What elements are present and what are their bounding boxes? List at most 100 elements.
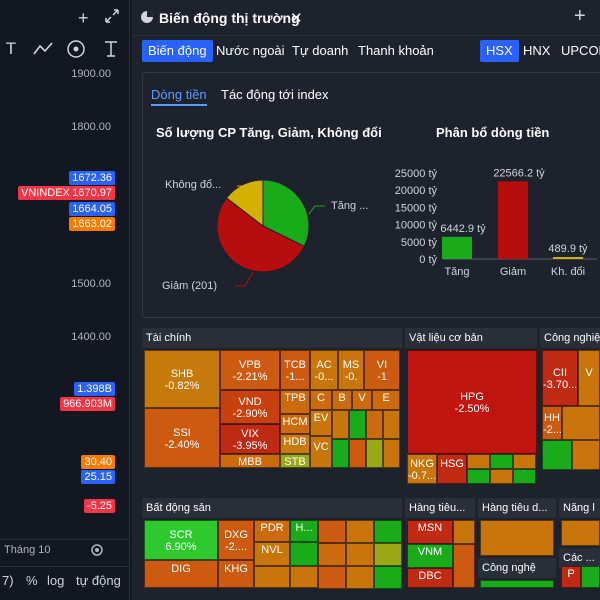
exchange-hnx[interactable]: HNX	[523, 43, 551, 58]
stock-tile[interactable]: DBC	[407, 568, 453, 588]
stock-tile[interactable]: SCR 6.90%	[144, 520, 218, 560]
stock-tile[interactable]: SHB -0.82%	[144, 350, 220, 408]
plus-icon[interactable]: +	[78, 8, 89, 28]
stock-tile[interactable]	[581, 566, 600, 588]
sector-header[interactable]: Công nghiệ	[540, 328, 600, 348]
stock-tile[interactable]: V	[352, 390, 372, 410]
stock-tile[interactable]	[453, 544, 475, 588]
stock-tile[interactable]: VPB -2.21%	[220, 350, 280, 390]
stock-tile[interactable]	[332, 410, 349, 439]
text-tool-icon[interactable]: T	[5, 39, 17, 58]
stock-tile[interactable]: AC -0...	[310, 350, 338, 390]
sector-header[interactable]: Các ...	[559, 548, 600, 568]
stock-tile[interactable]: HSG	[437, 454, 467, 484]
exchange-upcom[interactable]: UPCOM	[561, 43, 600, 58]
stock-tile[interactable]: PDR	[254, 520, 290, 542]
stock-tile[interactable]	[366, 410, 383, 439]
close-icon[interactable]: ✕	[290, 10, 303, 27]
stock-tile[interactable]: VND -2.90%	[220, 390, 280, 424]
anchor-text-icon[interactable]	[100, 38, 122, 60]
stock-tile[interactable]	[318, 543, 346, 566]
sector-header[interactable]: Công nghệ	[478, 558, 556, 578]
stock-tile[interactable]	[467, 469, 490, 484]
tab-tu-doanh[interactable]: Tự doanh	[292, 43, 349, 58]
stock-tile[interactable]	[490, 454, 513, 469]
exchange-hsx[interactable]: HSX	[480, 40, 519, 62]
tab-bien-dong[interactable]: Biến động	[142, 40, 213, 62]
stock-tile[interactable]: TCB -1...	[280, 350, 310, 390]
stock-tile[interactable]	[467, 454, 490, 469]
stock-tile[interactable]: HDB	[280, 434, 310, 454]
settings-icon[interactable]	[90, 543, 104, 557]
stock-tile[interactable]	[366, 439, 383, 468]
stock-tile[interactable]	[572, 440, 600, 470]
stock-tile[interactable]: EV	[310, 410, 332, 436]
stock-tile[interactable]: P	[561, 566, 581, 588]
sector-header[interactable]: Bất động sản	[142, 498, 402, 518]
sector-header[interactable]: Hàng tiêu d...	[478, 498, 556, 518]
tab-thanh-khoan[interactable]: Thanh khoản	[358, 43, 434, 58]
stock-tile[interactable]: H...	[290, 520, 318, 542]
stock-tile[interactable]: SSI -2.40%	[144, 408, 220, 468]
stock-tile[interactable]	[346, 520, 374, 543]
eye-icon[interactable]	[65, 38, 87, 60]
sector-header[interactable]: Hàng tiêu...	[405, 498, 475, 518]
stock-tile[interactable]: DIG	[144, 560, 218, 588]
stock-tile[interactable]	[332, 439, 349, 468]
sector-header[interactable]: Tài chính	[142, 328, 402, 348]
stock-tile[interactable]: HPG -2.50%	[407, 350, 537, 454]
stock-tile[interactable]: VC	[310, 436, 332, 468]
stock-tile[interactable]	[346, 566, 374, 589]
stock-tile[interactable]: DXG -2....	[218, 520, 254, 560]
stock-tile[interactable]	[561, 520, 600, 546]
stock-tile[interactable]	[542, 440, 572, 470]
price-chart-pane[interactable]: + T 1900.00 1800.00 1500.00 1400.00 VNIN…	[0, 0, 130, 600]
trend-line-icon[interactable]	[32, 38, 54, 60]
stock-tile[interactable]	[513, 454, 536, 469]
stock-tile[interactable]	[374, 566, 402, 589]
add-icon[interactable]: +	[574, 5, 586, 27]
stock-tile[interactable]	[480, 580, 554, 588]
stock-tile[interactable]	[254, 566, 290, 588]
stock-tile[interactable]	[290, 542, 318, 566]
stock-tile[interactable]: STB	[280, 454, 310, 468]
stock-tile[interactable]	[349, 410, 366, 439]
stock-tile[interactable]	[562, 406, 600, 440]
stock-tile[interactable]: C	[310, 390, 332, 410]
stock-tile[interactable]	[513, 469, 536, 484]
stock-tile[interactable]	[290, 566, 318, 588]
auto-scale-toggle[interactable]: tự động	[76, 573, 121, 588]
stock-tile[interactable]: V	[578, 350, 600, 406]
stock-tile[interactable]: VI -1	[364, 350, 400, 390]
stock-tile[interactable]	[383, 410, 400, 439]
percent-toggle[interactable]: %	[26, 573, 38, 588]
log-toggle[interactable]: log	[47, 573, 65, 588]
subtab-tac-dong[interactable]: Tác động tới index	[221, 87, 329, 102]
stock-tile[interactable]: E	[372, 390, 400, 410]
stock-tile[interactable]: NVL	[254, 542, 290, 566]
stock-tile[interactable]	[374, 520, 402, 543]
sector-header[interactable]: Năng l	[559, 498, 600, 518]
stock-tile[interactable]: TPB	[280, 390, 310, 414]
stock-tile[interactable]: VIX -3.95%	[220, 424, 280, 454]
stock-tile[interactable]: B	[332, 390, 352, 410]
sector-header[interactable]: Vật liệu cơ bản	[405, 328, 537, 348]
expand-icon[interactable]	[104, 8, 120, 24]
stock-tile[interactable]: NKG -0.7...	[407, 454, 437, 484]
stock-tile[interactable]	[318, 520, 346, 543]
stock-tile[interactable]	[383, 439, 400, 468]
stock-tile[interactable]	[453, 520, 475, 544]
subtab-dong-tien[interactable]: Dòng tiền	[151, 87, 207, 106]
stock-tile[interactable]: CII -3.70...	[542, 350, 578, 406]
stock-tile[interactable]: HCM	[280, 414, 310, 434]
stock-tile[interactable]: KHG	[218, 560, 254, 588]
stock-tile[interactable]	[346, 543, 374, 566]
stock-tile[interactable]: MSN	[407, 520, 453, 544]
stock-tile[interactable]: HH -2...	[542, 406, 562, 440]
stock-tile[interactable]	[374, 543, 402, 566]
tab-nuoc-ngoai[interactable]: Nước ngoài	[216, 43, 285, 58]
stock-tile[interactable]	[480, 520, 554, 556]
stock-tile[interactable]	[490, 469, 513, 484]
stock-tile[interactable]	[349, 439, 366, 468]
stock-tile[interactable]: MS -0.	[338, 350, 364, 390]
